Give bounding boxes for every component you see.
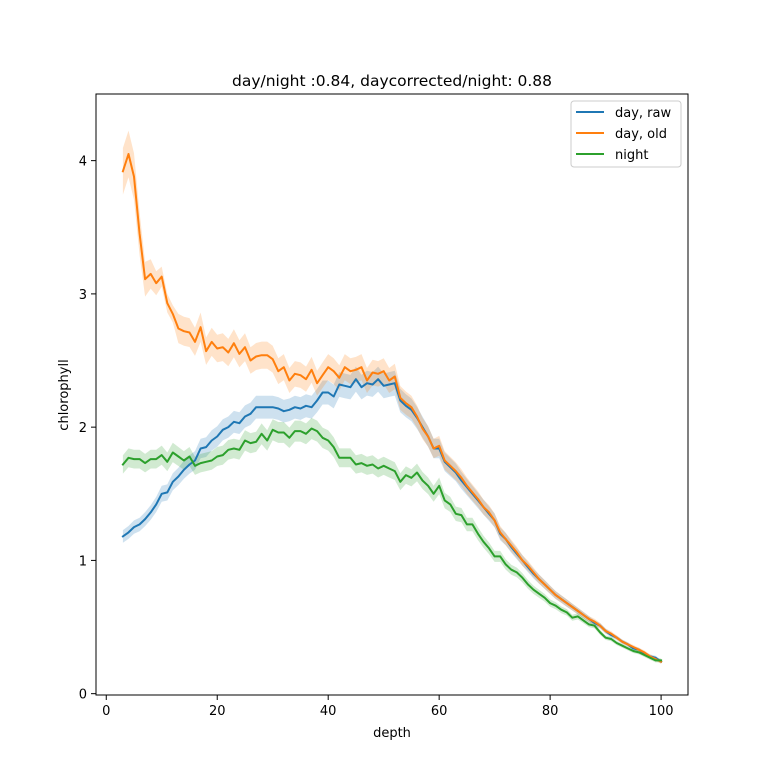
y-tick-label: 4 (79, 155, 87, 170)
plot-frame (95, 93, 689, 696)
legend-label: night (615, 148, 648, 163)
series-line-day-old (121, 153, 663, 664)
y-tick-label: 1 (79, 554, 87, 569)
x-axis-label: depth (373, 726, 411, 741)
chart-title: day/night :0.84, daycorrected/night: 0.8… (232, 72, 552, 90)
x-tick-label: 100 (649, 704, 674, 719)
x-tick-label: 60 (431, 704, 448, 719)
x-axis-ticks: 0 20 40 60 80 100 (102, 695, 674, 719)
series-line-night (121, 427, 663, 662)
y-axis-label: chlorophyll (57, 359, 72, 430)
y-axis-ticks: 0 1 2 3 4 (79, 155, 96, 703)
x-tick-label: 40 (320, 704, 337, 719)
x-tick-label: 80 (542, 704, 559, 719)
legend-label: day, old (615, 127, 667, 142)
y-tick-label: 0 (79, 688, 87, 703)
x-tick-label: 0 (102, 704, 110, 719)
legend-label: day, raw (615, 106, 671, 121)
x-tick-label: 20 (209, 704, 226, 719)
band-day-raw (122, 366, 662, 664)
y-tick-label: 3 (79, 288, 87, 303)
series-lines (121, 153, 663, 664)
legend: day, raw day, old night (570, 100, 682, 168)
legend-box (570, 100, 682, 168)
y-tick-label: 2 (79, 421, 87, 436)
